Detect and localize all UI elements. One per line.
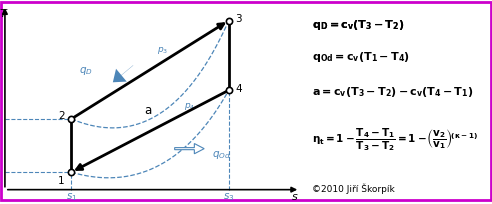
Text: T: T xyxy=(0,9,6,19)
Text: 4: 4 xyxy=(235,84,242,94)
Text: $p_4$: $p_4$ xyxy=(184,101,195,112)
Text: $v_{1,4}$: $v_{1,4}$ xyxy=(0,175,2,186)
Text: $q_D$: $q_D$ xyxy=(79,64,93,76)
Text: $\mathbf{q_D=c_v(T_3-T_2)}$: $\mathbf{q_D=c_v(T_3-T_2)}$ xyxy=(312,18,405,31)
Text: $s_3$: $s_3$ xyxy=(223,190,235,202)
Text: s: s xyxy=(292,191,298,201)
Polygon shape xyxy=(175,144,204,154)
Text: a: a xyxy=(144,104,151,117)
Text: $q_{Od}$: $q_{Od}$ xyxy=(212,148,231,160)
Text: 2: 2 xyxy=(58,110,65,120)
Text: 3: 3 xyxy=(235,14,242,24)
Text: $p_1$: $p_1$ xyxy=(0,163,2,174)
Text: $p_2$: $p_2$ xyxy=(0,110,2,121)
Text: $\mathbf{a=c_v(T_3-T_2)-c_v(T_4-T_1)}$: $\mathbf{a=c_v(T_3-T_2)-c_v(T_4-T_1)}$ xyxy=(312,85,474,99)
Text: $v_{2,3}$: $v_{2,3}$ xyxy=(0,124,2,135)
Text: $p_3$: $p_3$ xyxy=(157,44,168,55)
Text: $s_1$: $s_1$ xyxy=(65,190,77,202)
Text: ©2010 Jiří Škorpík: ©2010 Jiří Škorpík xyxy=(312,182,395,193)
Text: $\mathbf{q}_\mathbf{D}$$\mathbf{=c_v(T_3-T_2)}$: $\mathbf{q}_\mathbf{D}$$\mathbf{=c_v(T_3… xyxy=(312,18,405,31)
Text: $\mathbf{q_{Od}=c_v(T_1-T_4)}$: $\mathbf{q_{Od}=c_v(T_1-T_4)}$ xyxy=(312,50,410,64)
Text: 1: 1 xyxy=(58,176,65,185)
Text: $\mathbf{\eta_t=1-\dfrac{T_4-T_1}{T_3-T_2}=1-\!\left(\dfrac{v_2}{v_1}\right)^{\!: $\mathbf{\eta_t=1-\dfrac{T_4-T_1}{T_3-T_… xyxy=(312,125,479,152)
